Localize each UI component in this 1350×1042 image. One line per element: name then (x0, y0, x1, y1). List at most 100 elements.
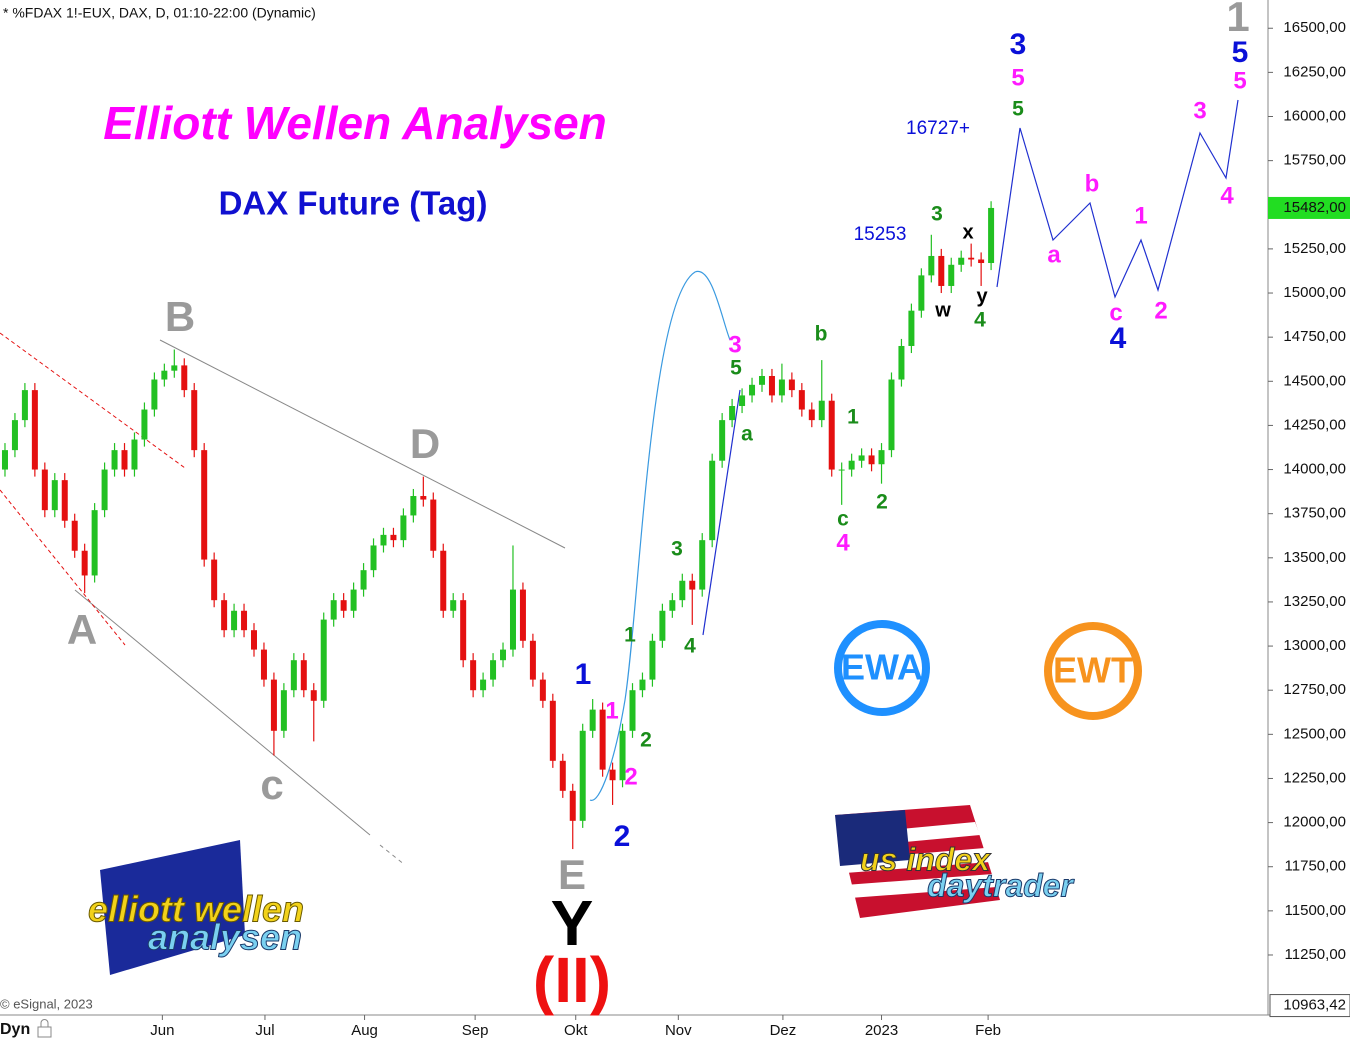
eu-flag (100, 840, 245, 975)
candle-body (609, 769, 616, 781)
candle-body (201, 450, 208, 560)
y-tick-label: 12000,00 (1283, 814, 1346, 831)
candle-body (798, 390, 805, 410)
candle-body (350, 589, 357, 611)
y-tick-label: 11750,00 (1285, 858, 1346, 875)
wave-label: a (1047, 241, 1061, 268)
x-tick-label: Aug (351, 1022, 378, 1039)
wave-label: D (410, 420, 440, 467)
candle-body (111, 450, 118, 470)
y-tick-label: 13000,00 (1283, 637, 1346, 654)
candle-body (958, 257, 965, 265)
candle-body (549, 700, 556, 761)
candle-body (768, 375, 775, 396)
candle-body (121, 450, 128, 470)
wave-label: c (837, 508, 849, 531)
wave-label: 3 (671, 538, 683, 561)
lock-icon[interactable] (37, 1026, 52, 1038)
candle-body (818, 400, 825, 421)
candle-body (191, 390, 198, 451)
candle-body (11, 420, 18, 451)
candle-body (689, 580, 696, 590)
wave-label: 5 (1012, 98, 1024, 121)
wave-label: 4 (684, 635, 696, 658)
annotations: BDAcE1Y(II)1234512345abc1234512345abc123… (67, 0, 1250, 1016)
candle-body (599, 709, 606, 770)
candle-body (569, 790, 576, 821)
logo-text: daytrader (927, 867, 1074, 903)
candle-body (918, 275, 925, 311)
wave-label: 3 (931, 203, 943, 226)
y-tick-label: 12500,00 (1283, 725, 1346, 742)
candle-body (490, 660, 497, 680)
candle-body (51, 480, 58, 511)
candle-body (231, 610, 238, 631)
candle-body (31, 390, 38, 470)
wave-label: a (741, 423, 753, 446)
candle-body (729, 406, 736, 421)
wave-label: b (1085, 170, 1100, 197)
forecast-path (996, 99, 1239, 299)
wave-label: 3 (1010, 28, 1027, 61)
candle-body (749, 384, 756, 396)
wave-label: 5 (730, 357, 742, 380)
candle-body (430, 499, 437, 551)
chart-title: Elliott Wellen Analysen (103, 97, 607, 149)
candle-body (221, 600, 228, 631)
wave-label: y (976, 285, 988, 307)
candle-body (241, 610, 248, 631)
candle-body (808, 409, 815, 421)
candle-body (509, 589, 516, 650)
candle-body (709, 460, 716, 541)
candle-body (410, 496, 417, 516)
channel-line (0, 489, 126, 646)
wave-label: 1 (605, 697, 618, 724)
candle-body (390, 534, 397, 541)
candle-body (1, 450, 8, 470)
candle-body (91, 510, 98, 576)
candle-body (500, 649, 507, 661)
dyn-button[interactable]: Dyn (0, 1021, 30, 1038)
x-tick-label: Sep (462, 1022, 489, 1039)
candle-body (529, 640, 536, 680)
candle-body (450, 600, 457, 611)
candle-body (420, 496, 427, 500)
copyright: © eSignal, 2023 (0, 996, 93, 1011)
bottom-price-label: 10963,42 (1283, 997, 1346, 1014)
wave-label: 1 (575, 658, 592, 691)
candle-body (320, 619, 327, 701)
candle-body (888, 379, 895, 451)
wave-line (702, 389, 741, 636)
candle-body (270, 679, 277, 731)
candle-body (519, 589, 526, 641)
candle-body (838, 469, 845, 471)
candles (1, 201, 995, 850)
candle-body (778, 379, 785, 396)
wave-label: 5 (1232, 36, 1249, 69)
candle-body (788, 379, 795, 391)
candle-body (928, 255, 935, 276)
y-tick-label: 13500,00 (1283, 549, 1346, 566)
candle-body (460, 600, 467, 661)
wave-label: 2 (640, 729, 652, 752)
wave-label: 4 (836, 529, 850, 556)
wave-label: x (962, 221, 973, 243)
candle-body (948, 264, 955, 286)
trend-line (159, 339, 566, 549)
wave-label: E (558, 851, 586, 898)
wave-label: 5 (1233, 67, 1246, 94)
candle-body (21, 390, 28, 421)
last-price-box (1268, 196, 1350, 219)
candle-body (370, 545, 377, 571)
wave-label: 2 (1154, 297, 1167, 324)
y-tick-label: 13750,00 (1283, 505, 1346, 522)
us-flag (835, 805, 1000, 918)
candle-body (878, 450, 885, 465)
x-tick-label: 2023 (865, 1022, 898, 1039)
candle-body (211, 559, 218, 601)
y-tick-label: 16250,00 (1283, 63, 1346, 80)
candle-body (71, 520, 78, 551)
wave-label: (II) (533, 944, 611, 1016)
candle-body (141, 409, 148, 440)
